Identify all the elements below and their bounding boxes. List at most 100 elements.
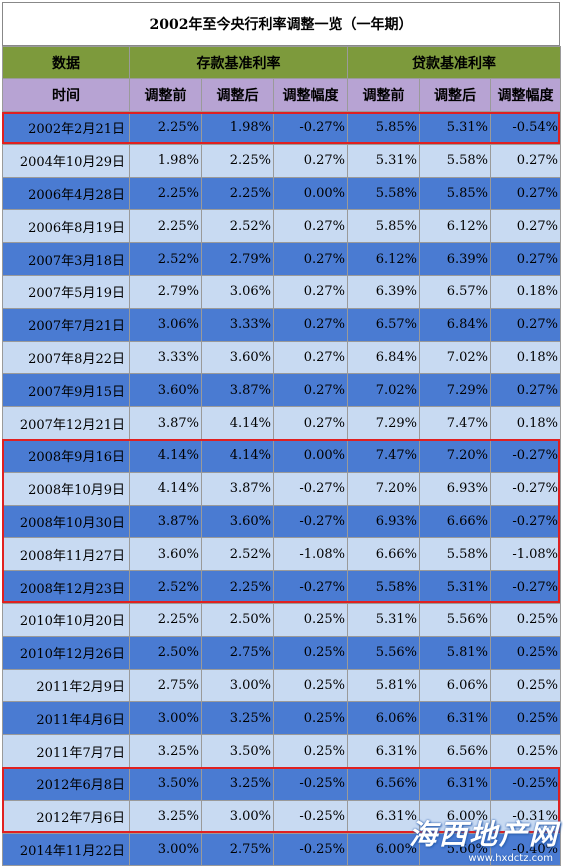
cell-d-before: 1.98% (129, 143, 202, 178)
cell-l-change: -0.27% (490, 471, 562, 506)
cell-d-before: 3.87% (129, 504, 202, 539)
cell-d-after: 3.25% (201, 701, 274, 736)
cell-l-before: 5.58% (347, 570, 421, 604)
cell-l-change: 0.18% (490, 340, 562, 375)
cell-l-before: 6.39% (347, 274, 421, 309)
cell-l-change: 0.18% (490, 406, 562, 440)
cell-d-before: 2.75% (129, 668, 202, 703)
cell-l-before: 6.66% (347, 537, 421, 572)
table-row: 2011年2月9日 2.75% 3.00% 0.25% 5.81% 6.06% 0.25% (2, 668, 562, 703)
cell-d-before: 3.87% (129, 406, 202, 440)
row-date: 2008年10月30日 (2, 504, 130, 539)
cell-d-after: 2.25% (201, 143, 274, 178)
row-date: 2006年8月19日 (2, 209, 130, 244)
cell-d-change: 0.25% (272, 668, 349, 703)
cell-l-change: 0.27% (490, 373, 562, 408)
table-row: 2008年10月30日 3.87% 3.60% -0.27% 6.93% 6.66% -0.… (2, 504, 562, 539)
cell-l-before: 6.31% (347, 799, 421, 834)
cell-d-change: 0.27% (272, 143, 349, 178)
cell-l-change: 0.27% (490, 209, 562, 244)
cell-l-change: -0.25% (490, 766, 562, 801)
rate-table: 数据 存款基准利率 贷款基准利率 时间 调整前 调整后 调整幅度 调整前 调整后… (2, 46, 562, 867)
cell-d-before: 2.25% (129, 602, 202, 637)
cell-d-after: 2.79% (201, 242, 274, 276)
cell-d-change: 0.00% (272, 438, 349, 473)
cell-l-after: 7.02% (419, 340, 492, 375)
table-row: 2006年4月28日 2.25% 2.25% 0.00% 5.58% 5.85% 0.27% (2, 176, 562, 211)
cell-d-change: -1.08% (272, 537, 349, 572)
cell-d-change: 0.00% (272, 176, 349, 211)
cell-l-after: 7.20% (419, 438, 492, 473)
cell-l-change: 0.25% (490, 668, 562, 703)
cell-d-change: 0.27% (272, 340, 349, 375)
cell-d-change: -0.27% (272, 504, 349, 539)
cell-d-after: 4.14% (201, 406, 274, 440)
cell-d-after: 3.60% (201, 340, 274, 375)
watermark-brand: 海西地产网 (408, 817, 559, 851)
cell-l-change: 0.27% (490, 242, 562, 276)
header-row-columns: 时间 调整前 调整后 调整幅度 调整前 调整后 调整幅度 (2, 78, 562, 112)
cell-l-change: -0.40% (490, 832, 562, 867)
cell-d-change: 0.27% (272, 373, 349, 408)
cell-d-after: 2.52% (201, 209, 274, 244)
cell-d-change: 0.27% (272, 209, 349, 244)
cell-d-change: -0.27% (272, 111, 349, 145)
cell-l-before: 5.85% (347, 111, 421, 145)
cell-l-before: 7.29% (347, 406, 421, 440)
cell-l-after: 7.47% (419, 406, 492, 440)
cell-d-before: 3.60% (129, 373, 202, 408)
rate-table-body: 2002年2月21日 2.25% 1.98% -0.27% 5.85% 5.31% -0.5… (2, 111, 562, 867)
table-row: 2008年9月16日 4.14% 4.14% 0.00% 7.47% 7.20% -0.27… (2, 438, 562, 473)
cell-l-after: 5.58% (419, 143, 492, 178)
row-date: 2012年7月6日 (2, 799, 130, 834)
cell-d-change: -0.27% (272, 570, 349, 604)
cell-l-before: 5.31% (347, 143, 421, 178)
cell-l-before: 7.47% (347, 438, 421, 473)
table-row: 2007年9月15日 3.60% 3.87% 0.27% 7.02% 7.29% 0.27% (2, 373, 562, 408)
cell-l-after: 5.31% (419, 570, 492, 604)
cell-d-before: 2.52% (129, 242, 202, 276)
cell-l-change: -0.27% (490, 570, 562, 604)
cell-d-after: 2.25% (201, 176, 274, 211)
watermark-url: www.hxdctz.com (468, 852, 553, 864)
cell-d-before: 4.14% (129, 471, 202, 506)
row-date: 2002年2月21日 (2, 111, 130, 145)
table-row: 2012年7月6日 3.25% 3.00% -0.25% 6.31% 6.00% -0.31… (2, 799, 562, 834)
cell-d-change: -0.25% (272, 832, 349, 867)
cell-d-after: 1.98% (201, 111, 274, 145)
row-date: 2007年7月21日 (2, 307, 130, 342)
cell-d-after: 3.06% (201, 274, 274, 309)
row-date: 2011年7月7日 (2, 734, 130, 768)
cell-l-after: 5.56% (419, 602, 492, 637)
cell-d-before: 3.50% (129, 766, 202, 801)
cell-d-after: 3.33% (201, 307, 274, 342)
cell-l-change: -0.27% (490, 438, 562, 473)
cell-d-change: 0.27% (272, 307, 349, 342)
watermark-logo: 海西地产网 www.hxdctz.com (384, 813, 559, 864)
table-row: 2007年3月18日 2.52% 2.79% 0.27% 6.12% 6.39% 0.27% (2, 242, 562, 276)
cell-d-after: 2.25% (201, 570, 274, 604)
header-deposit-group: 存款基准利率 (128, 46, 349, 79)
cell-l-change: 0.27% (490, 176, 562, 211)
cell-l-before: 6.31% (347, 734, 421, 768)
header-deposit-after: 调整后 (201, 78, 274, 112)
cell-d-change: 0.25% (272, 635, 349, 670)
cell-l-change: 0.25% (490, 602, 562, 637)
cell-l-after: 6.57% (419, 274, 492, 309)
cell-l-before: 6.06% (347, 701, 421, 736)
row-date: 2007年5月19日 (2, 274, 130, 309)
cell-d-after: 3.25% (201, 766, 274, 801)
cell-l-before: 7.02% (347, 373, 421, 408)
cell-d-after: 2.75% (201, 832, 274, 867)
table-title: 2002年至今央行利率调整一览（一年期） (2, 2, 560, 46)
row-date: 2011年2月9日 (2, 668, 130, 703)
cell-l-before: 6.12% (347, 242, 421, 276)
table-row: 2014年11月22日 3.00% 2.75% -0.25% 6.00% 5.60% -0.… (2, 832, 562, 867)
cell-l-before: 6.93% (347, 504, 421, 539)
cell-d-after: 3.87% (201, 373, 274, 408)
table-row: 2007年7月21日 3.06% 3.33% 0.27% 6.57% 6.84% 0.27% (2, 307, 562, 342)
header-loan-group: 贷款基准利率 (347, 46, 562, 79)
cell-l-after: 7.29% (419, 373, 492, 408)
cell-l-before: 6.84% (347, 340, 421, 375)
row-date: 2010年10月20日 (2, 602, 130, 637)
